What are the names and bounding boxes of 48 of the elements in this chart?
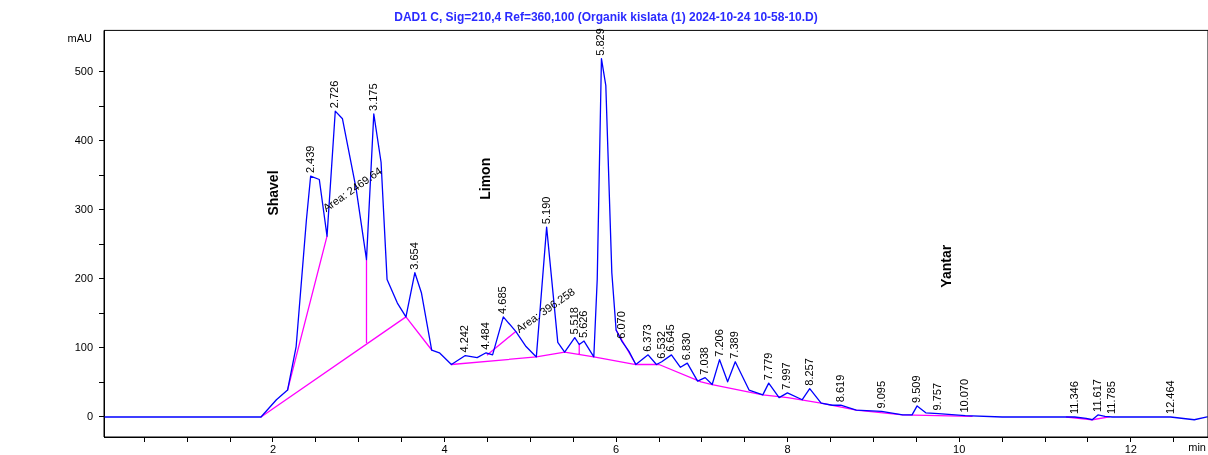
annotation: 6.373	[641, 324, 654, 352]
x-tick-label: 10	[953, 442, 966, 455]
annotation: Yantar	[938, 244, 955, 288]
x-tick-label: 8	[784, 442, 791, 455]
annotation: 5.829	[594, 28, 607, 56]
annotation: 8.257	[802, 358, 815, 386]
annotation: 5.626	[577, 310, 590, 339]
annotation: 7.038	[698, 347, 711, 375]
y-tick-label: 100	[74, 340, 93, 353]
annotation: 9.757	[931, 383, 944, 411]
y-tick-label: 200	[74, 271, 93, 284]
annotation: Limon	[476, 157, 493, 200]
annotation: 4.685	[496, 286, 509, 314]
annotation: 7.206	[712, 329, 725, 357]
annotation: 6.645	[664, 324, 677, 352]
annotation: 11.785	[1105, 381, 1118, 414]
x-tick-label: 2	[269, 442, 277, 455]
x-axis-title: min	[1188, 440, 1206, 453]
x-tick-label: 4	[441, 442, 448, 455]
annotation: 5.190	[539, 196, 552, 225]
y-tick-label: 500	[74, 64, 93, 77]
x-tick-label: 6	[613, 442, 620, 455]
annotation: 3.175	[366, 83, 379, 111]
annotation: 2.726	[328, 80, 341, 109]
annotation: 11.617	[1090, 379, 1103, 412]
annotation: 4.242	[458, 325, 471, 353]
annotation: 7.779	[761, 352, 774, 381]
annotation: 2.439	[303, 145, 316, 174]
y-tick-label: 300	[74, 202, 93, 215]
annotation: 7.389	[728, 331, 741, 359]
y-tick-label: 0	[86, 410, 93, 423]
annotation: 7.997	[780, 362, 793, 390]
annotation: 10.070	[958, 378, 971, 413]
annotation: 6.070	[615, 311, 628, 339]
y-axis-title: mAU	[67, 32, 93, 45]
annotation: 3.654	[407, 242, 420, 270]
annotation: 9.095	[874, 380, 887, 409]
y-tick-label: 400	[74, 133, 93, 146]
annotation: 12.464	[1163, 380, 1176, 414]
chart-title: DAD1 C, Sig=210,4 Ref=360,100 (Organik kislata (1) 2024-10-24 10-58-10.D)	[394, 9, 818, 24]
annotation: 11.346	[1067, 381, 1080, 414]
annotation: 8.619	[833, 374, 846, 403]
annotation: Shavel	[264, 170, 281, 216]
annotation: 6.830	[680, 332, 693, 361]
annotation: 9.509	[910, 375, 923, 403]
x-tick-label: 12	[1124, 442, 1137, 455]
annotation: 6.532	[654, 331, 667, 359]
annotation: 4.484	[479, 322, 492, 350]
